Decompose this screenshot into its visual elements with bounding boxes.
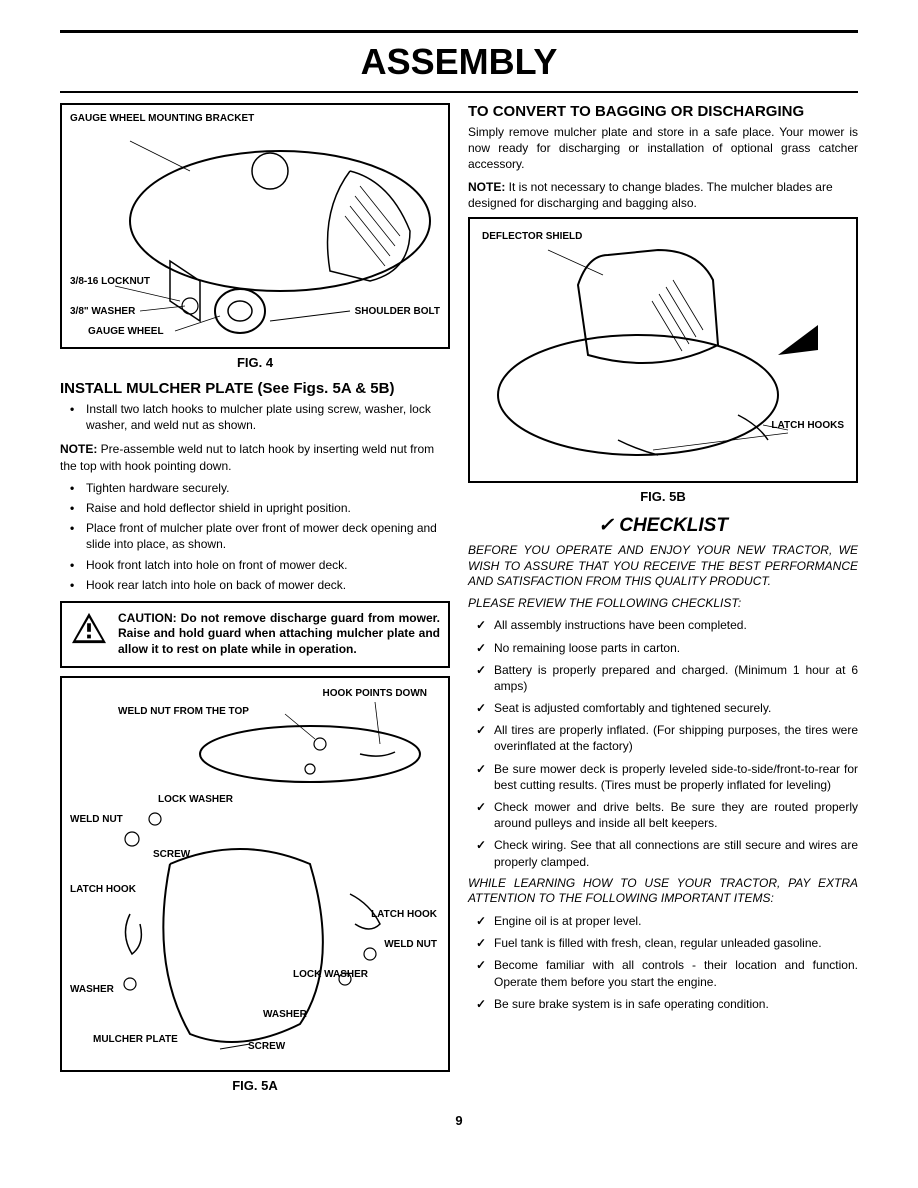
fig4-caption: FIG. 4 xyxy=(60,355,450,370)
check-list-2: Engine oil is at proper level. Fuel tank… xyxy=(468,913,858,1012)
page-title: ASSEMBLY xyxy=(60,41,858,83)
install-pre-item1: Install two latch hooks to mulcher plate… xyxy=(76,401,450,433)
check2-c1: Engine oil is at proper level. xyxy=(476,913,858,929)
check1-c2: No remaining loose parts in carton. xyxy=(476,640,858,656)
figure-5a-placeholder: WELD NUT FROM THE TOP HOOK POINTS DOWN L… xyxy=(68,684,442,1064)
fig4-label-locknut: 3/8-16 LOCKNUT xyxy=(70,276,150,287)
check1-c3: Battery is properly prepared and charged… xyxy=(476,662,858,694)
fig5b-label-latchhooks: LATCH HOOKS xyxy=(771,420,844,431)
fig5a-label-washer: WASHER xyxy=(70,984,114,995)
note1-bold: NOTE: xyxy=(60,442,97,456)
install-b2: Raise and hold deflector shield in uprig… xyxy=(76,500,450,516)
install-pre-list: Install two latch hooks to mulcher plate… xyxy=(60,401,450,433)
install-b3: Place front of mulcher plate over front … xyxy=(76,520,450,552)
checklist-title: ✓ CHECKLIST xyxy=(468,514,858,537)
check1-c1: All assembly instructions have been comp… xyxy=(476,617,858,633)
top-rule xyxy=(60,30,858,33)
warning-icon xyxy=(70,611,108,645)
note2: NOTE: It is not necessary to change blad… xyxy=(468,179,858,211)
fig5a-label-mulcher: MULCHER PLATE xyxy=(93,1034,178,1045)
fig5a-label-screw2: SCREW xyxy=(248,1041,285,1052)
fig5a-svg xyxy=(68,684,442,1064)
check1-c5: All tires are properly inflated. (For sh… xyxy=(476,722,858,754)
fig5a-label-latchhook2: LATCH HOOK xyxy=(371,909,437,920)
note1: NOTE: Pre-assemble weld nut to latch hoo… xyxy=(60,441,450,473)
install-heading: INSTALL MULCHER PLATE (See Figs. 5A & 5B… xyxy=(60,380,450,397)
caution-box: CAUTION: Do not remove discharge guard f… xyxy=(60,601,450,668)
figure-5a-box: WELD NUT FROM THE TOP HOOK POINTS DOWN L… xyxy=(60,676,450,1072)
install-b5: Hook rear latch into hole on back of mow… xyxy=(76,577,450,593)
caution-text: CAUTION: Do not remove discharge guard f… xyxy=(118,611,440,658)
install-b1: Tighten hardware securely. xyxy=(76,480,450,496)
check1-c8: Check wiring. See that all connections a… xyxy=(476,837,858,869)
fig5a-label-latchhook: LATCH HOOK xyxy=(70,884,136,895)
note2-text: It is not necessary to change blades. Th… xyxy=(468,180,833,210)
install-b4: Hook front latch into hole on front of m… xyxy=(76,557,450,573)
figure-5b-box: DEFLECTOR SHIELD LATCH HOOKS xyxy=(468,217,858,483)
left-column: GAUGE WHEEL MOUNTING BRACKET 3/8-16 LOCK… xyxy=(60,103,450,1103)
content-columns: GAUGE WHEEL MOUNTING BRACKET 3/8-16 LOCK… xyxy=(60,103,858,1103)
convert-text: Simply remove mulcher plate and store in… xyxy=(468,124,858,173)
fig5a-label-weldnut: WELD NUT xyxy=(70,814,123,825)
checklist-review: PLEASE REVIEW THE FOLLOWING CHECKLIST: xyxy=(468,596,858,612)
fig5b-caption: FIG. 5B xyxy=(468,489,858,504)
install-bullet-list: Tighten hardware securely. Raise and hol… xyxy=(60,480,450,593)
fig4-label-bracket: GAUGE WHEEL MOUNTING BRACKET xyxy=(70,113,254,124)
fig5a-label-lockwasher: LOCK WASHER xyxy=(158,794,233,805)
note1-text: Pre-assemble weld nut to latch hook by i… xyxy=(60,442,434,472)
convert-heading: TO CONVERT TO BAGGING OR DISCHARGING xyxy=(468,103,858,120)
fig4-label-washer: 3/8" WASHER xyxy=(70,306,135,317)
right-column: TO CONVERT TO BAGGING OR DISCHARGING Sim… xyxy=(468,103,858,1103)
fig5a-label-washer2: WASHER xyxy=(263,1009,307,1020)
fig5a-caption: FIG. 5A xyxy=(60,1078,450,1093)
check2-c4: Be sure brake system is in safe operatin… xyxy=(476,996,858,1012)
fig5a-label-hookpoints: HOOK POINTS DOWN xyxy=(323,688,427,699)
checklist-while: WHILE LEARNING HOW TO USE YOUR TRACTOR, … xyxy=(468,876,858,907)
check1-c4: Seat is adjusted comfortably and tighten… xyxy=(476,700,858,716)
check1-c6: Be sure mower deck is properly leveled s… xyxy=(476,761,858,793)
check1-c7: Check mower and drive belts. Be sure the… xyxy=(476,799,858,831)
note2-bold: NOTE: xyxy=(468,180,505,194)
fig4-label-gaugewheel: GAUGE WHEEL xyxy=(88,326,164,337)
fig5a-label-weldnuttop: WELD NUT FROM THE TOP xyxy=(118,706,249,717)
fig5b-svg xyxy=(476,225,850,475)
fig5a-label-screw: SCREW xyxy=(153,849,190,860)
figure-4-placeholder: GAUGE WHEEL MOUNTING BRACKET 3/8-16 LOCK… xyxy=(68,111,442,341)
title-rule xyxy=(60,91,858,93)
fig4-label-shoulderbolt: SHOULDER BOLT xyxy=(355,306,440,317)
figure-4-box: GAUGE WHEEL MOUNTING BRACKET 3/8-16 LOCK… xyxy=(60,103,450,349)
figure-5b-placeholder: DEFLECTOR SHIELD LATCH HOOKS xyxy=(476,225,850,475)
check2-c3: Become familiar with all controls - thei… xyxy=(476,957,858,989)
fig5a-label-weldnut2: WELD NUT xyxy=(384,939,437,950)
checklist-intro: BEFORE YOU OPERATE AND ENJOY YOUR NEW TR… xyxy=(468,543,858,590)
check-list-1: All assembly instructions have been comp… xyxy=(468,617,858,869)
fig5b-label-deflector: DEFLECTOR SHIELD xyxy=(482,231,582,242)
check2-c2: Fuel tank is filled with fresh, clean, r… xyxy=(476,935,858,951)
page-number: 9 xyxy=(60,1113,858,1128)
fig5a-label-lockwasher2: LOCK WASHER xyxy=(293,969,368,980)
